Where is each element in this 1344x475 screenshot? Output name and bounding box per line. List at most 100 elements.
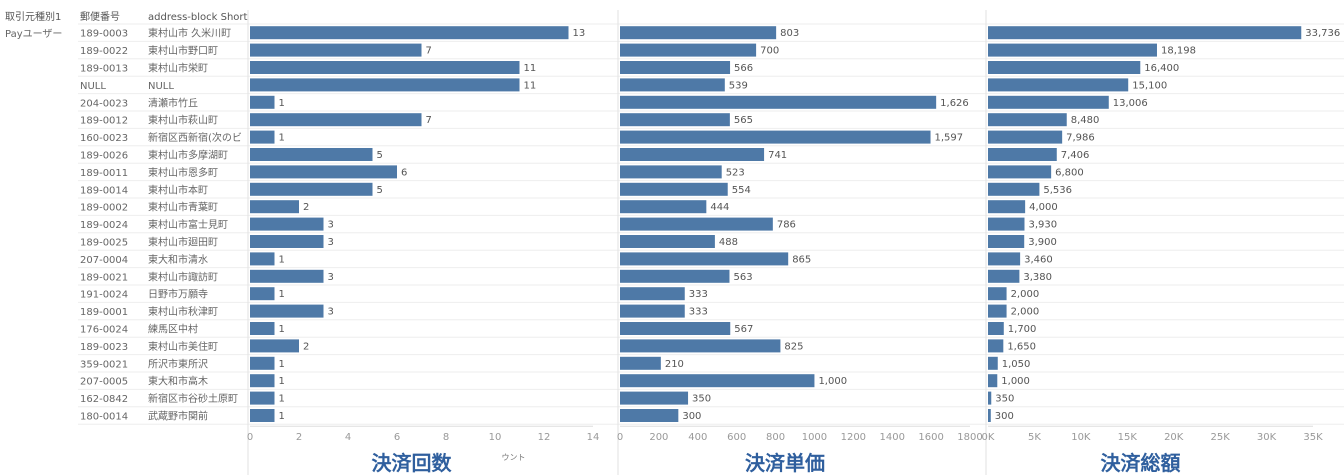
bar-value-label: 7,986 [1066,133,1095,144]
bar [988,269,1020,283]
address-label: 所沢市東所沢 [148,357,208,370]
bar-value-label: 1 [279,133,285,144]
bar-value-label: 3 [328,237,334,248]
bar-value-label: 444 [710,202,729,213]
bar-value-label: 1 [279,289,285,300]
postal-code-label: 189-0014 [80,185,128,196]
address-label: 東村山市本町 [148,183,208,196]
x-tick-label: 1800 [957,432,982,443]
bar-value-label: 300 [995,411,1014,422]
x-tick-label: 10K [1071,432,1091,443]
bar [988,130,1063,144]
bar-value-label: 3 [328,272,334,283]
x-tick-label: 600 [727,432,746,443]
bar [250,322,275,335]
postal-code-label: 189-0023 [80,342,128,353]
bar-value-label: 565 [734,115,753,126]
postal-code-label: 189-0001 [80,307,128,318]
x-tick-label: 8 [443,432,449,443]
bar [988,374,998,388]
bar [250,269,324,283]
header-address: address-block Short [148,12,248,23]
bar [250,130,275,144]
bar-value-label: 333 [689,289,708,300]
panel-title: 決済総額 [1101,451,1181,475]
bar [250,374,275,388]
bar [988,235,1025,248]
bar-value-label: 1,597 [935,133,964,144]
bar [620,269,730,283]
bar-value-label: 3,900 [1028,237,1057,248]
bar-value-label: 3,930 [1028,220,1057,231]
postal-code-label: 189-0003 [80,29,128,40]
bar-value-label: 786 [777,220,796,231]
bar [250,304,324,318]
bar [988,182,1040,196]
address-label: 東大和市清水 [148,253,208,266]
panel-3: 33,736 18,198 16,400 15,100 13,006 8,480 7,986… [982,10,1340,475]
bar [250,95,275,109]
bar-value-label: 210 [665,359,684,370]
x-tick-label: 0K [982,432,995,443]
bar [988,217,1025,231]
bar-value-label: 11 [524,63,537,74]
bar [250,409,275,422]
bar-value-label: 5 [377,185,383,196]
bar-value-label: 2 [303,341,309,352]
address-label: 東村山市青葉町 [148,201,218,214]
bar [620,252,789,266]
bar [620,287,685,301]
bar-value-label: 3 [328,220,334,231]
x-tick-label: 25K [1210,432,1230,443]
bar-value-label: 539 [729,80,748,91]
bar [620,322,731,335]
bar [250,287,275,301]
address-label: 練馬区中村 [148,323,198,336]
bar-value-label: 803 [780,28,799,39]
bar-value-label: 1 [279,376,285,387]
bar [620,356,661,370]
bar-value-label: 488 [719,237,738,248]
bar [988,304,1007,318]
bar-value-label: 300 [682,411,701,422]
bar [250,200,299,214]
bar-value-label: 554 [732,185,751,196]
bar-value-label: 3,460 [1024,254,1053,265]
bar [620,409,679,422]
bar [620,26,777,40]
address-label: 東村山市富士見町 [148,218,228,231]
panel-title: 決済単価 [745,451,825,475]
postal-code-label: 176-0024 [80,325,128,336]
bar-value-label: 825 [784,341,803,352]
x-tick-label: 20K [1164,432,1184,443]
bar [988,322,1004,335]
bar [988,339,1004,353]
header-postal: 郵便番号 [80,10,120,23]
bar [988,252,1021,266]
bar-value-label: 1 [279,254,285,265]
bar [250,339,299,353]
postal-code-label: 189-0013 [80,64,128,75]
bar-value-label: 350 [692,394,711,405]
bar-value-label: 567 [734,324,753,335]
bar [620,113,730,127]
bar-value-label: 5,536 [1043,185,1072,196]
source-value: Payユーザー [5,28,62,40]
bar [620,304,685,318]
x-tick-label: 400 [688,432,707,443]
bar-value-label: 8,480 [1071,115,1100,126]
bar [620,95,937,109]
bar-value-label: 566 [734,63,753,74]
bar [250,217,324,231]
address-label: 新宿区西新宿(次のビ [148,131,242,144]
bar-value-label: 563 [733,272,752,283]
bar [988,61,1141,74]
x-tick-label: 200 [649,432,668,443]
bar-value-label: 6 [401,167,407,178]
postal-code-label: 180-0014 [80,412,128,423]
x-tick-label: 4 [345,432,351,443]
bar [620,374,815,388]
bar [988,391,992,405]
